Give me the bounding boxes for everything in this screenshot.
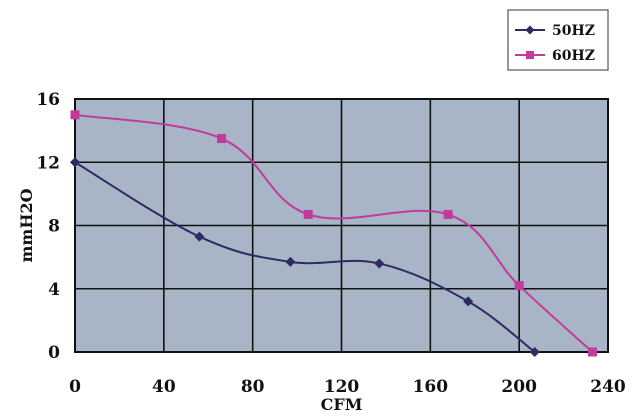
- data-point: [443, 209, 453, 219]
- series-50hz: [70, 157, 540, 357]
- x-tick-label: 200: [501, 377, 537, 397]
- x-axis-ticks: 0 40 80 120 160 200 240: [69, 377, 626, 397]
- data-point: [217, 134, 227, 144]
- series-60hz: [70, 110, 597, 357]
- y-axis-title: mmH2O: [17, 188, 36, 262]
- data-point: [463, 296, 474, 307]
- legend-item: 60HZ: [515, 48, 595, 64]
- y-tick-label: 8: [48, 217, 60, 237]
- data-point: [194, 231, 205, 242]
- data-point: [529, 347, 540, 357]
- y-tick-label: 12: [36, 153, 60, 173]
- legend: 50HZ 60HZ: [507, 9, 609, 71]
- legend-marker: [526, 51, 534, 59]
- series-line: [74, 161, 536, 353]
- data-point: [285, 256, 296, 267]
- x-tick-label: 240: [590, 377, 626, 397]
- data-point: [70, 157, 80, 168]
- x-tick-label: 160: [413, 377, 449, 397]
- y-tick-label: 16: [36, 90, 60, 110]
- data-point: [514, 281, 524, 291]
- data-point: [303, 209, 313, 219]
- series-layer: [70, 110, 597, 357]
- x-axis-title: CFM: [321, 395, 363, 414]
- y-tick-label: 0: [48, 343, 60, 363]
- x-tick-label: 0: [69, 377, 81, 397]
- data-point: [70, 110, 80, 120]
- x-tick-label: 80: [241, 377, 265, 397]
- legend-label: 60HZ: [552, 48, 595, 64]
- x-tick-label: 40: [152, 377, 176, 397]
- x-tick-label: 120: [324, 377, 360, 397]
- legend-label: 50HZ: [552, 23, 595, 39]
- legend-item: 50HZ: [515, 23, 595, 39]
- data-point: [374, 258, 385, 269]
- legend-marker: [525, 25, 535, 35]
- y-axis-ticks: 0 4 8 12 16: [36, 90, 60, 363]
- y-tick-label: 4: [48, 280, 60, 300]
- plot-frame: [74, 98, 609, 353]
- legend-box: [507, 9, 609, 71]
- data-point: [587, 347, 597, 357]
